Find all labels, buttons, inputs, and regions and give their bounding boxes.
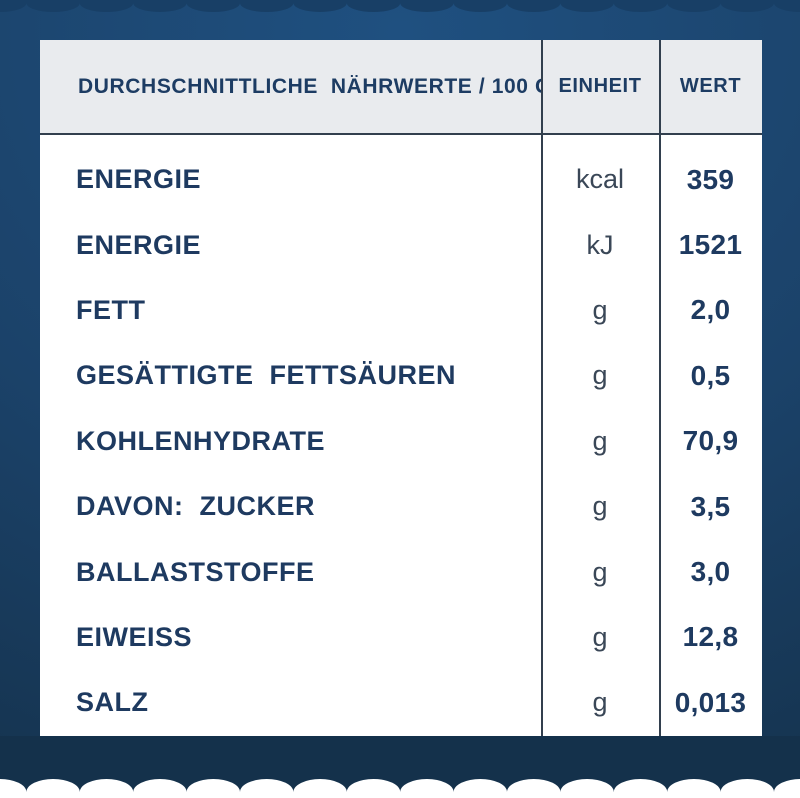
nutrient-unit: g bbox=[592, 621, 608, 652]
nutrient-label: SALZ bbox=[76, 687, 149, 718]
nutrient-unit: g bbox=[592, 425, 608, 456]
nutrient-label: DAVON: ZUCKER bbox=[76, 491, 315, 522]
table-row-protein: EIWEISS g 12,8 bbox=[40, 605, 762, 670]
nutrient-value: 0,5 bbox=[690, 359, 731, 391]
nutrient-label: ENERGIE bbox=[76, 229, 202, 260]
nutrient-value: 2,0 bbox=[690, 294, 731, 326]
top-scallop-edge-decoration bbox=[0, 0, 800, 13]
nutrient-label: FETT bbox=[76, 294, 146, 325]
nutrition-table-body: ENERGIE kcal 359 ENERGIE kJ 1521 FETT g … bbox=[40, 135, 762, 736]
nutrient-label: GESÄTTIGTE FETTSÄUREN bbox=[76, 360, 457, 391]
table-row-carbohydrates: KOHLENHYDRATE g 70,9 bbox=[40, 409, 762, 474]
nutrient-value: 0,013 bbox=[674, 686, 747, 718]
table-row-sugars: DAVON: ZUCKER g 3,5 bbox=[40, 474, 762, 539]
nutrition-table: DURCHSCHNITTLICHE NÄHRWERTE / 100 G EINH… bbox=[40, 40, 762, 736]
table-row-saturated-fat: GESÄTTIGTE FETTSÄUREN g 0,5 bbox=[40, 343, 762, 408]
table-row-energy-kcal: ENERGIE kcal 359 bbox=[40, 147, 762, 212]
column-divider-value bbox=[659, 40, 661, 736]
nutrient-value: 359 bbox=[686, 163, 735, 195]
nutrient-label: BALLASTSTOFFE bbox=[76, 556, 315, 587]
header-nutrients-per-100g: DURCHSCHNITTLICHE NÄHRWERTE / 100 G bbox=[78, 74, 541, 98]
table-row-fiber: BALLASTSTOFFE g 3,0 bbox=[40, 539, 762, 604]
bottom-navy-band bbox=[0, 736, 800, 798]
table-row-energy-kj: ENERGIE kJ 1521 bbox=[40, 212, 762, 277]
nutrient-label: ENERGIE bbox=[76, 164, 202, 195]
header-divider-line bbox=[40, 133, 762, 135]
nutrient-unit: g bbox=[592, 687, 608, 718]
bottom-scallop-edge-decoration bbox=[0, 779, 800, 798]
header-unit-column: EINHEIT bbox=[558, 75, 642, 97]
nutrient-value: 70,9 bbox=[682, 425, 739, 457]
nutrition-table-header: DURCHSCHNITTLICHE NÄHRWERTE / 100 G EINH… bbox=[40, 40, 762, 133]
nutrient-label: EIWEISS bbox=[76, 621, 193, 652]
nutrient-unit: g bbox=[592, 360, 608, 391]
nutrient-value: 1521 bbox=[678, 229, 743, 261]
column-divider-unit bbox=[541, 40, 543, 736]
header-value-column: WERT bbox=[679, 75, 742, 97]
nutrient-unit: kJ bbox=[586, 229, 614, 260]
nutrient-value: 12,8 bbox=[682, 621, 739, 653]
table-row-fat: FETT g 2,0 bbox=[40, 278, 762, 343]
nutrient-unit: kcal bbox=[575, 164, 624, 195]
nutrient-value: 3,5 bbox=[690, 490, 731, 522]
nutrient-label: KOHLENHYDRATE bbox=[76, 425, 325, 456]
nutrient-unit: g bbox=[592, 556, 608, 587]
table-row-salt: SALZ g 0,013 bbox=[40, 670, 762, 735]
nutrient-unit: g bbox=[592, 294, 608, 325]
nutrient-value: 3,0 bbox=[690, 556, 731, 588]
nutrient-unit: g bbox=[592, 491, 608, 522]
